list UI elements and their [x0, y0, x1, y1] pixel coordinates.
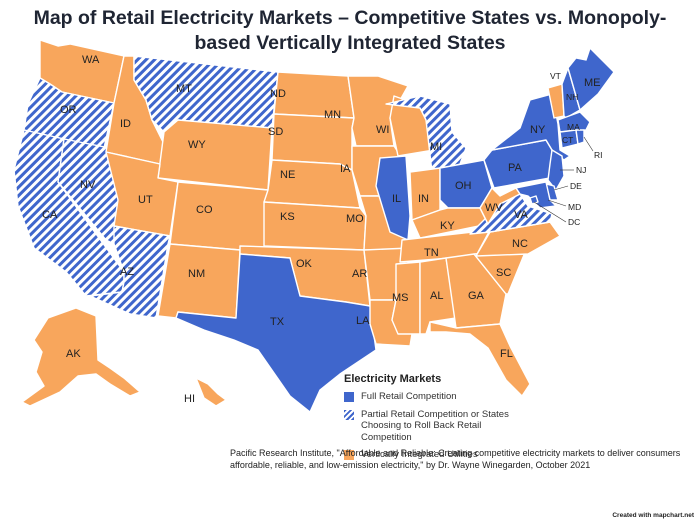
state-NM[interactable] — [157, 243, 241, 319]
label-RI: RI — [594, 150, 603, 160]
label-SC: SC — [496, 267, 511, 279]
map-title-line-2: based Vertically Integrated States — [194, 32, 506, 54]
label-NV: NV — [80, 179, 96, 191]
label-DC: DC — [568, 217, 580, 227]
state-HI[interactable] — [195, 377, 227, 407]
legend-title: Electricity Markets — [344, 373, 442, 385]
label-DE: DE — [570, 181, 582, 191]
label-NJ: NJ — [576, 165, 586, 175]
label-AK: AK — [66, 348, 81, 360]
map-title: Map of Retail Electricity Markets – Comp… — [0, 6, 700, 56]
label-NE: NE — [280, 169, 295, 181]
map-legend: Electricity Markets Full Retail Competit… — [344, 373, 524, 467]
label-ID: ID — [120, 118, 131, 130]
label-NH: NH — [566, 92, 578, 102]
label-AL: AL — [430, 290, 443, 302]
legend-item-full: Full Retail Competition — [344, 391, 524, 403]
label-WV: WV — [485, 202, 503, 214]
label-MO: MO — [346, 213, 364, 225]
label-TX: TX — [270, 316, 285, 328]
label-MA: MA — [567, 122, 580, 132]
map-title-line-1: Map of Retail Electricity Markets – Comp… — [33, 7, 667, 29]
label-AR: AR — [352, 268, 367, 280]
label-CA: CA — [42, 209, 58, 221]
state-MD[interactable] — [515, 181, 557, 209]
mapchart-credit: Created with mapchart.net — [612, 512, 694, 519]
label-GA: GA — [468, 290, 485, 302]
state-RI[interactable] — [575, 129, 585, 145]
legend-swatch-full — [344, 392, 354, 402]
legend-label-full: Full Retail Competition — [361, 391, 457, 402]
state-WY[interactable] — [157, 119, 273, 191]
label-WI: WI — [376, 124, 389, 136]
state-KS[interactable] — [263, 201, 367, 251]
label-CT: CT — [562, 135, 573, 145]
legend-swatch-partial — [344, 409, 354, 420]
label-IN: IN — [418, 193, 429, 205]
state-CO[interactable] — [169, 181, 269, 253]
label-MN: MN — [324, 109, 341, 121]
state-AK[interactable] — [21, 307, 141, 407]
legend-item-partial: Partial Retail Competition or States Cho… — [344, 409, 524, 444]
label-MD: MD — [568, 202, 581, 212]
label-LA: LA — [356, 315, 370, 327]
label-VA: VA — [514, 209, 529, 221]
label-UT: UT — [138, 194, 153, 206]
state-MA[interactable] — [557, 111, 591, 133]
state-DC[interactable] — [529, 195, 539, 205]
label-IA: IA — [340, 163, 351, 175]
label-WY: WY — [188, 139, 206, 151]
state-NJ[interactable] — [547, 149, 565, 191]
label-PA: PA — [508, 162, 523, 174]
label-NY: NY — [530, 124, 546, 136]
state-MI[interactable] — [385, 95, 467, 173]
label-OR: OR — [60, 104, 77, 116]
label-ME: ME — [584, 77, 601, 89]
state-NC[interactable] — [475, 221, 561, 257]
label-OK: OK — [296, 258, 313, 270]
label-FL: FL — [500, 348, 513, 360]
state-FL[interactable] — [429, 321, 531, 397]
state-TX[interactable] — [175, 253, 377, 413]
label-SD: SD — [268, 126, 283, 138]
label-TN: TN — [424, 247, 439, 259]
label-OH: OH — [455, 180, 472, 192]
label-MT: MT — [176, 83, 192, 95]
label-ND: ND — [270, 88, 286, 100]
state-ME[interactable] — [567, 47, 615, 111]
label-KY: KY — [440, 220, 455, 232]
state-OR[interactable] — [23, 77, 115, 149]
leader-lines — [533, 136, 594, 223]
source-citation: Pacific Research Institute, "Affordable … — [230, 448, 681, 470]
label-WA: WA — [82, 54, 100, 66]
state-NY[interactable] — [491, 93, 571, 161]
state-MT[interactable] — [133, 55, 279, 133]
state-AZ[interactable] — [89, 225, 171, 319]
label-IL: IL — [392, 193, 401, 205]
label-VT: VT — [550, 71, 561, 81]
legend-label-vertical: Vertically Integrated Utilities — [361, 449, 478, 460]
label-HI: HI — [184, 393, 195, 405]
label-CO: CO — [196, 204, 213, 216]
legend-item-vertical: Vertically Integrated Utilities — [344, 449, 524, 461]
legend-label-partial: Partial Retail Competition or States Cho… — [361, 408, 509, 443]
label-MI: MI — [430, 141, 442, 153]
label-MS: MS — [392, 292, 409, 304]
label-NC: NC — [512, 238, 528, 250]
legend-swatch-vertical — [344, 450, 354, 460]
state-GA[interactable] — [445, 253, 507, 329]
state-ND[interactable] — [273, 71, 355, 119]
label-NM: NM — [188, 268, 205, 280]
label-AZ: AZ — [120, 266, 134, 278]
label-KS: KS — [280, 211, 295, 223]
